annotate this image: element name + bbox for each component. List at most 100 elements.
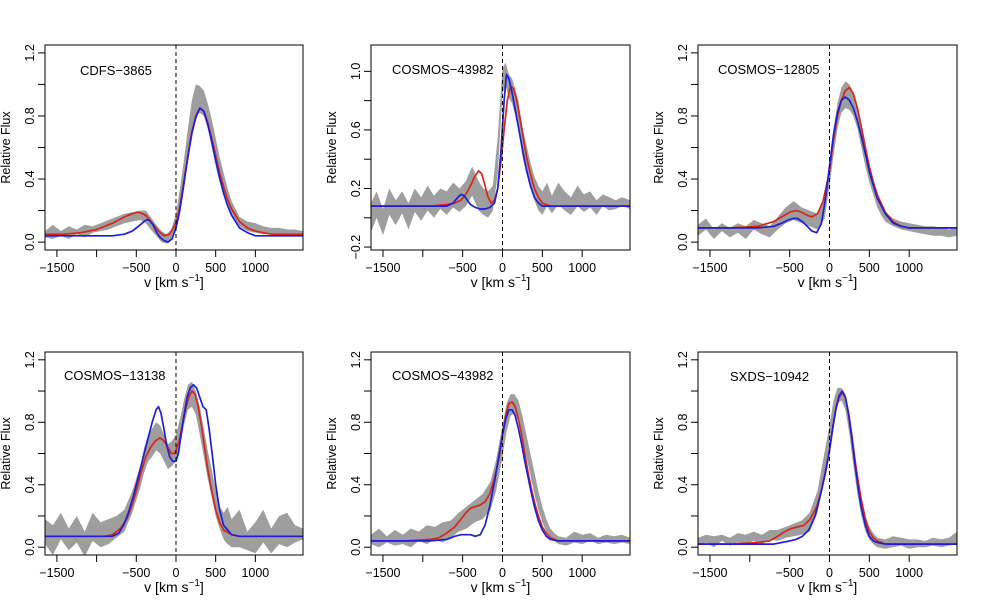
x-axis-label-main: v [km s <box>471 274 515 290</box>
panel-title: SXDS−10942 <box>730 369 809 384</box>
y-tick-label: 0.8 <box>676 107 690 124</box>
y-axis-label: Relative Flux <box>325 417 339 490</box>
x-axis-label-end: ] <box>200 579 204 595</box>
x-axis-label-end: ] <box>526 579 530 595</box>
model-line-blue <box>371 73 630 210</box>
y-axis-label: Relative Flux <box>652 111 666 184</box>
x-tick-label: −1500 <box>365 566 400 580</box>
x-axis-label: v [km s−1] <box>798 578 858 595</box>
y-axis-label: Relative Flux <box>0 111 13 184</box>
x-tick-label: −1500 <box>39 566 74 580</box>
x-tick-label: −500 <box>776 261 804 275</box>
panel-title: CDFS−3865 <box>80 63 152 78</box>
plot-area <box>45 381 303 555</box>
model-line-blue <box>45 107 303 243</box>
plot-area <box>371 62 630 236</box>
y-tick-label: 0.0 <box>676 538 690 555</box>
x-axis-label-sup: −1 <box>515 273 527 284</box>
x-tick-label: −1500 <box>39 261 74 275</box>
panel-title: COSMOS−12805 <box>718 62 820 77</box>
y-tick-label: −0.2 <box>349 235 363 260</box>
panel-1: −1500 −500 0 500 1000 v [km s−1] 0.0 0.4 0.8 1.2 R… <box>0 44 304 290</box>
x-tick-label: 1000 <box>568 566 596 580</box>
y-tick-label: 0.0 <box>23 538 37 555</box>
model-line-blue <box>698 390 957 545</box>
panel-4: −1500 −500 0 500 1000 v [km s−1] 0.0 0.4 0.8 1.2 R… <box>0 351 304 595</box>
spectrum-error-band <box>45 381 303 555</box>
x-axis-label-main: v [km s <box>471 579 515 595</box>
x-axis-label-end: ] <box>200 274 204 290</box>
x-tick-label: 0 <box>499 261 506 275</box>
spectrum-error-band <box>698 81 957 239</box>
spectrum-error-band <box>698 387 957 549</box>
model-line-red <box>698 391 957 545</box>
x-tick-label: 500 <box>859 261 880 275</box>
y-tick-label: 1.2 <box>349 351 363 368</box>
y-tick-label: 0.8 <box>23 107 37 124</box>
x-axis-label: v [km s−1] <box>144 273 204 290</box>
x-tick-label: 0 <box>499 566 506 580</box>
x-tick-label: −500 <box>776 566 804 580</box>
panel-2: −1500 −500 0 500 1000 v [km s−1] −0.2 0.2 0.6 1.0… <box>325 44 631 290</box>
panel-title: COSMOS−43982 <box>392 368 494 383</box>
y-tick-label: 0.4 <box>676 170 690 187</box>
x-axis-label: v [km s−1] <box>471 273 531 290</box>
x-tick-label: 0 <box>826 261 833 275</box>
x-tick-label: 0 <box>173 261 180 275</box>
y-axis-label: Relative Flux <box>325 111 339 184</box>
x-axis-label-main: v [km s <box>144 274 188 290</box>
x-tick-label: 500 <box>532 566 553 580</box>
y-tick-label: 0.6 <box>349 121 363 138</box>
y-tick-label: 0.0 <box>676 233 690 250</box>
x-tick-label: 1000 <box>568 261 596 275</box>
y-axis-label: Relative Flux <box>652 417 666 490</box>
x-tick-label: −500 <box>122 261 150 275</box>
panel-title: COSMOS−13138 <box>64 368 166 383</box>
model-line-red <box>698 86 957 229</box>
x-axis-label: v [km s−1] <box>798 273 858 290</box>
x-axis-label-end: ] <box>526 274 530 290</box>
y-tick-label: 0.0 <box>349 538 363 555</box>
x-axis-label-sup: −1 <box>842 273 854 284</box>
plot-area <box>698 81 957 239</box>
model-line-red <box>45 107 303 237</box>
x-axis-label-main: v [km s <box>144 579 188 595</box>
spectrum-error-band <box>371 62 630 236</box>
x-axis-label-sup: −1 <box>842 578 854 589</box>
model-line-red <box>371 401 630 542</box>
spectrum-error-band <box>371 394 630 548</box>
x-axis-label-main: v [km s <box>798 579 842 595</box>
plot-area <box>45 84 303 244</box>
x-axis-label-sup: −1 <box>189 578 201 589</box>
panel-3: −1500 −500 0 500 1000 v [km s−1] 0.0 0.4 0.8 1.2 R… <box>652 44 958 290</box>
y-tick-label: 0.4 <box>349 476 363 493</box>
x-tick-label: −500 <box>449 566 477 580</box>
spectrum-error-band <box>45 84 303 244</box>
model-line-blue <box>371 408 630 542</box>
x-tick-label: −1500 <box>692 261 727 275</box>
x-tick-label: 1000 <box>895 566 923 580</box>
x-axis-label-sup: −1 <box>515 578 527 589</box>
y-tick-label: 1.2 <box>676 351 690 368</box>
y-tick-label: 0.0 <box>23 233 37 250</box>
y-tick-label: 1.0 <box>349 63 363 80</box>
x-tick-label: −500 <box>122 566 150 580</box>
y-tick-label: 0.8 <box>676 414 690 431</box>
y-tick-label: 0.8 <box>349 414 363 431</box>
x-tick-label: −1500 <box>365 261 400 275</box>
panel-6: −1500 −500 0 500 1000 v [km s−1] 0.0 0.4 0.8 1.2 R… <box>652 351 958 595</box>
y-axis-label: Relative Flux <box>0 417 13 490</box>
x-axis-label-main: v [km s <box>798 274 842 290</box>
x-axis-label-end: ] <box>853 579 857 595</box>
y-tick-label: 1.2 <box>23 44 37 61</box>
model-line-blue <box>45 383 303 538</box>
x-tick-label: 500 <box>205 261 226 275</box>
y-tick-label: 0.8 <box>23 414 37 431</box>
x-axis-label: v [km s−1] <box>144 578 204 595</box>
y-tick-label: 1.2 <box>676 44 690 61</box>
x-tick-label: 1000 <box>241 261 269 275</box>
model-line-blue <box>698 96 957 234</box>
panel-title: COSMOS−43982 <box>392 62 494 77</box>
x-tick-label: 0 <box>173 566 180 580</box>
